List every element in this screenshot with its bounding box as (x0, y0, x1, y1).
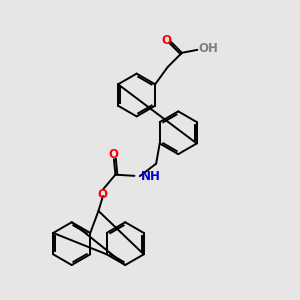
Text: O: O (109, 148, 118, 161)
Text: O: O (162, 34, 172, 47)
Text: O: O (97, 188, 107, 201)
Text: NH: NH (140, 170, 160, 183)
Text: OH: OH (198, 42, 218, 56)
